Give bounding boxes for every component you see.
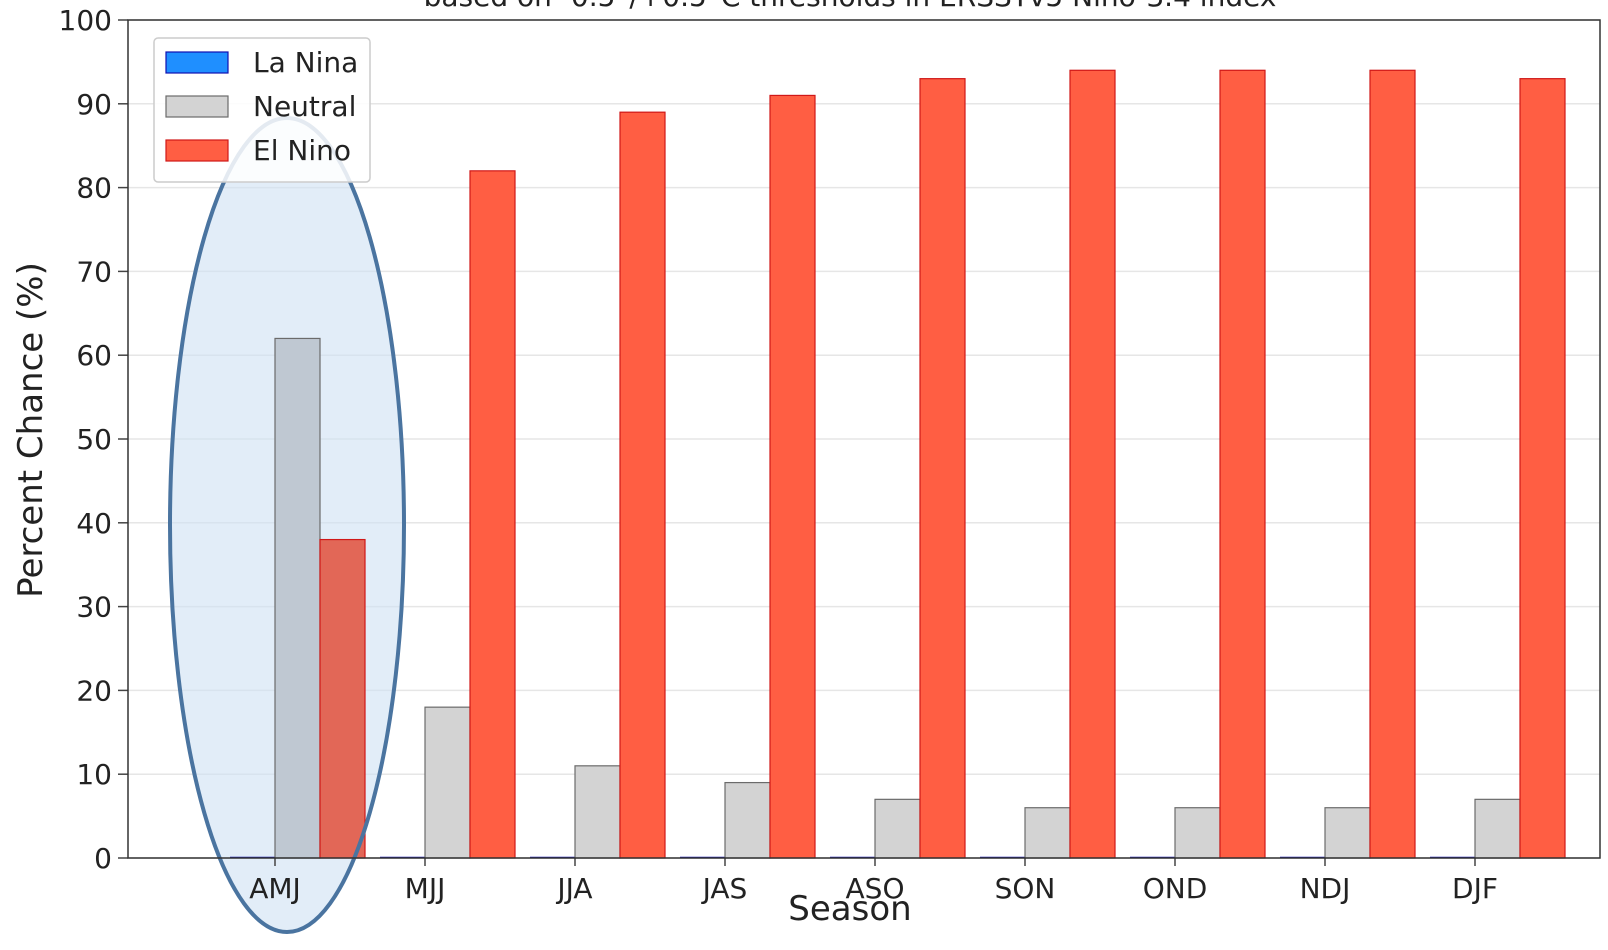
bar-neutral-son <box>1024 807 1071 859</box>
bar-el-nino-djf <box>1519 78 1566 859</box>
legend-label-neutral: Neutral <box>253 90 356 123</box>
x-tick-label: ASO <box>846 872 905 905</box>
legend-swatch-neutral <box>165 95 229 118</box>
legend-label-el-nino: El Nino <box>253 134 351 167</box>
bar-neutral-ndj <box>1324 807 1371 859</box>
y-tick-label: 0 <box>94 842 112 875</box>
bar-neutral-ond <box>1174 807 1221 859</box>
legend-swatch-la-nina <box>165 51 229 74</box>
bar-el-nino-amj <box>319 538 366 859</box>
legend: La Nina Neutral El Nino <box>153 37 371 183</box>
legend-label-la-nina: La Nina <box>253 46 358 79</box>
x-tick-label: DJF <box>1452 872 1498 905</box>
bar-neutral-jas <box>724 781 771 859</box>
x-tick-label: MJJ <box>405 872 446 905</box>
y-tick-label: 60 <box>76 339 112 372</box>
y-tick-label: 70 <box>76 255 112 288</box>
bar-el-nino-jas <box>769 94 816 859</box>
legend-swatch-el-nino <box>165 139 229 162</box>
bar-neutral-mjj <box>424 706 471 859</box>
axes <box>118 19 1601 866</box>
bar-el-nino-ndj <box>1369 69 1416 859</box>
bars <box>230 69 1566 859</box>
bar-el-nino-jja <box>619 111 666 859</box>
y-tick-labels: 0 10 20 30 40 50 60 70 80 90 100 <box>59 4 112 875</box>
x-tick-label: JJA <box>555 872 592 905</box>
y-tick-label: 10 <box>76 758 112 791</box>
x-tick-labels: AMJ MJJ JJA JAS ASO SON OND NDJ DJF <box>249 872 1498 905</box>
y-tick-label: 30 <box>76 591 112 624</box>
y-tick-label: 50 <box>76 423 112 456</box>
chart-title: based on -0.5°/+0.5°C thresholds in ERSS… <box>424 0 1277 13</box>
bar-el-nino-ond <box>1219 69 1266 859</box>
bar-neutral-amj <box>274 337 321 859</box>
x-axis-label: Season <box>788 889 911 929</box>
bar-neutral-djf <box>1474 798 1521 859</box>
bar-el-nino-aso <box>919 78 966 859</box>
bar-neutral-jja <box>574 765 621 859</box>
y-tick-label: 90 <box>76 88 112 121</box>
x-tick-label: AMJ <box>249 872 301 905</box>
x-tick-label: NDJ <box>1300 872 1351 905</box>
bar-el-nino-son <box>1069 69 1116 859</box>
y-tick-label: 40 <box>76 507 112 540</box>
y-tick-label: 100 <box>59 4 112 37</box>
bar-el-nino-mjj <box>469 170 516 859</box>
bar-neutral-aso <box>874 798 921 859</box>
x-tick-label: SON <box>995 872 1056 905</box>
plot-frame <box>127 19 1601 859</box>
x-tick-label: JAS <box>701 872 748 905</box>
x-tick-label: OND <box>1143 872 1208 905</box>
y-tick-label: 80 <box>76 172 112 205</box>
y-tick-label: 20 <box>76 674 112 707</box>
y-axis-label: Percent Chance (%) <box>11 262 51 598</box>
